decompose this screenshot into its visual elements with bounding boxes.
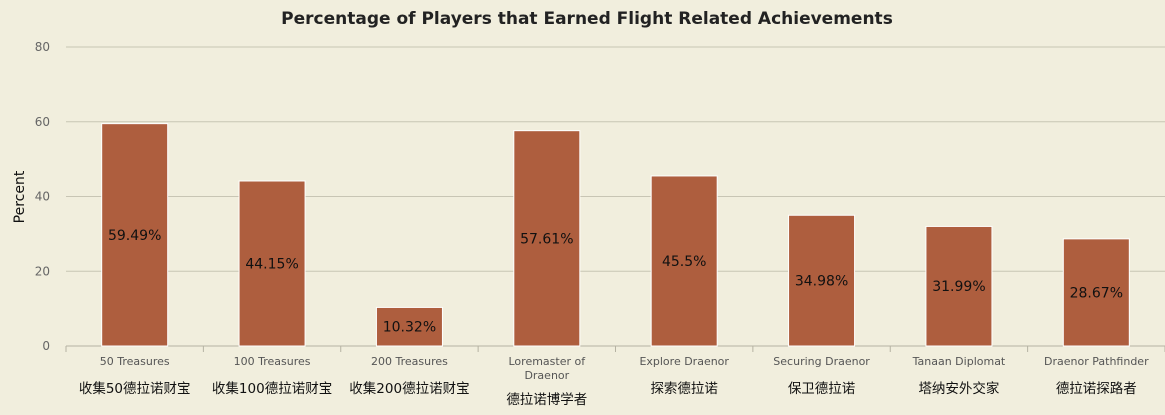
x-tick-label: Tanaan Diplomat	[912, 355, 1006, 368]
data-label: 10.32%	[383, 320, 436, 336]
data-label: 31.99%	[932, 279, 985, 295]
data-label: 34.98%	[795, 274, 848, 290]
bars	[101, 123, 1130, 347]
x-tick-label: Explore Draenor	[639, 355, 729, 368]
x-tick-label: 50 Treasures	[100, 355, 170, 368]
x-tick-sublabel: 德拉诺博学者	[506, 391, 587, 408]
bar	[1062, 238, 1130, 347]
data-label: 45.5%	[662, 254, 706, 270]
x-tick-sublabel: 收集50德拉诺财宝	[79, 381, 191, 397]
bar	[375, 306, 443, 347]
y-tick-label: 20	[35, 264, 50, 278]
x-tick-label: Loremaster of Draenor	[509, 355, 587, 382]
x-tick-label: 200 Treasures	[371, 355, 448, 368]
bar	[925, 225, 993, 347]
x-tick-sublabel: 塔纳安外交家	[918, 380, 999, 397]
bar	[650, 175, 718, 347]
bar	[238, 180, 306, 347]
data-label: 44.15%	[245, 256, 298, 272]
y-tick-label: 60	[35, 115, 50, 129]
x-tick-label: Securing Draenor	[773, 355, 870, 368]
x-tick-sublabel: 收集100德拉诺财宝	[212, 381, 332, 397]
x-tick-sublabel: 探索德拉诺	[650, 381, 718, 397]
y-axis-label: Percent	[12, 170, 28, 223]
x-tick-label: Draenor Pathfinder	[1044, 355, 1149, 368]
y-tick-label: 0	[42, 339, 50, 353]
bar	[101, 123, 169, 347]
data-label: 28.67%	[1070, 285, 1123, 301]
x-tick-sublabel: 德拉诺探路者	[1056, 381, 1137, 397]
data-label: 59.49%	[108, 228, 161, 244]
y-tick-label: 40	[35, 190, 50, 204]
gridlines	[65, 46, 1165, 352]
x-tick-sublabel: 保卫德拉诺	[788, 381, 856, 397]
x-tick-label: 100 Treasures	[234, 355, 311, 368]
bar	[788, 214, 856, 347]
y-tick-label: 80	[35, 40, 50, 54]
data-labels: 59.49% 44.15% 10.32% 57.61% 45.5% 34.98% 31.99…	[108, 228, 1123, 336]
x-tick-labels: 50 Treasures 收集50德拉诺财宝 100 Treasures 收集100德…	[79, 355, 1149, 408]
x-tick-sublabel: 收集200德拉诺财宝	[349, 381, 469, 397]
data-label: 57.61%	[520, 231, 573, 247]
chart-title: Percentage of Players that Earned Flight…	[281, 9, 893, 29]
y-tick-labels: 0 20 40 60 80	[35, 40, 50, 353]
bar	[513, 130, 581, 347]
